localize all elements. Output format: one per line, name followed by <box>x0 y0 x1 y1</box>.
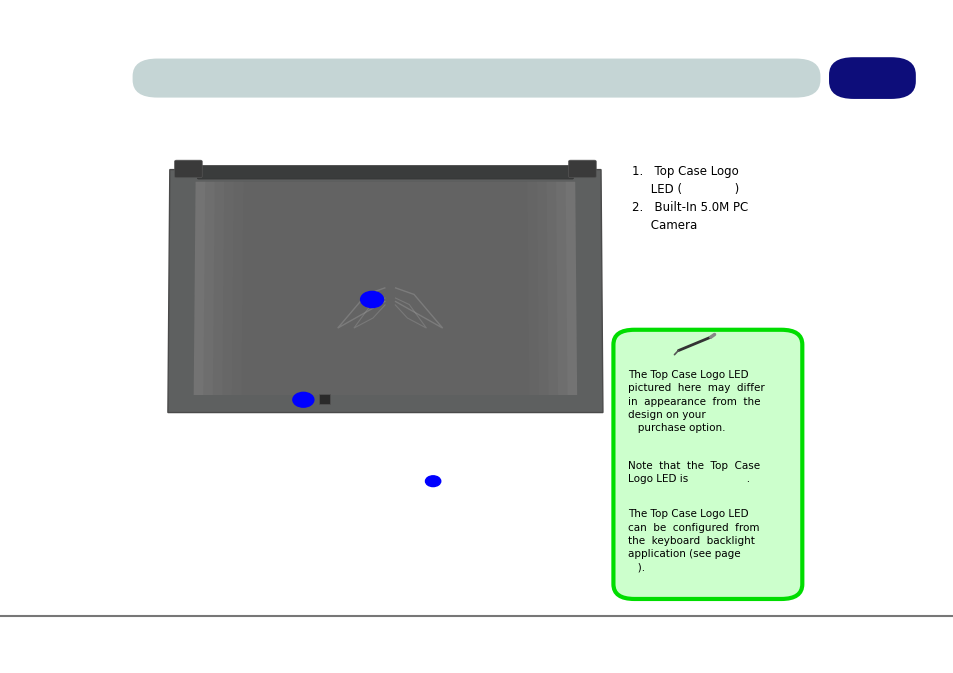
Circle shape <box>425 476 440 487</box>
FancyBboxPatch shape <box>568 160 596 178</box>
Bar <box>318 394 330 404</box>
Text: The Top Case Logo LED
can  be  configured  from
the  keyboard  backlight
applica: The Top Case Logo LED can be configured … <box>627 509 759 572</box>
FancyBboxPatch shape <box>197 166 573 179</box>
FancyBboxPatch shape <box>132 59 820 98</box>
Text: Note  that  the  Top  Case
Logo LED is                  .: Note that the Top Case Logo LED is . <box>627 461 759 484</box>
FancyBboxPatch shape <box>174 160 202 178</box>
Text: The Top Case Logo LED
pictured  here  may  differ
in  appearance  from  the
desi: The Top Case Logo LED pictured here may … <box>627 370 763 433</box>
FancyBboxPatch shape <box>613 330 801 599</box>
Circle shape <box>360 291 383 308</box>
FancyBboxPatch shape <box>828 57 915 99</box>
Polygon shape <box>168 170 602 413</box>
Polygon shape <box>193 182 577 395</box>
Text: 1.   Top Case Logo
     LED (              )
2.   Built-In 5.0M PC
     Camera: 1. Top Case Logo LED ( ) 2. Built-In 5.0… <box>631 165 747 232</box>
Circle shape <box>293 392 314 407</box>
